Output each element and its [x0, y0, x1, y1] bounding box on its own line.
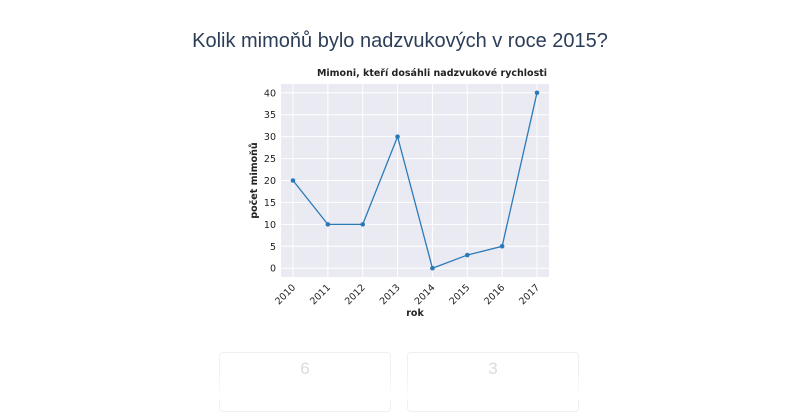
data-point [464, 252, 470, 258]
data-point [290, 178, 296, 183]
x-axis-label: rok [406, 308, 424, 319]
y-tick-label: 20 [264, 176, 276, 187]
x-tick-labels: 2010 2011 2012 2013 2014 2015 2016 2017 [273, 282, 542, 307]
y-tick-label: 30 [264, 132, 276, 143]
y-tick-label: 0 [270, 264, 276, 275]
answer-option-2[interactable]: 3 [407, 352, 579, 412]
data-point [430, 265, 435, 271]
data-points [290, 90, 540, 271]
y-axis-label: počet mimoňů [249, 142, 260, 218]
y-tick-labels: 0 5 10 15 20 25 30 35 40 [264, 88, 276, 274]
y-tick-label: 40 [264, 88, 276, 99]
chart-svg: Mimoni, kteří dosáhli nadzvukové rychlos… [249, 68, 549, 319]
question-title: Kolik mimoňů bylo nadzvukových v roce 20… [192, 30, 608, 52]
data-point [325, 222, 331, 227]
x-tick-label: 2016 [482, 282, 507, 307]
x-tick-label: 2010 [273, 282, 298, 307]
answer-option-1[interactable]: 6 [219, 352, 391, 412]
y-tick-label: 35 [264, 110, 276, 121]
data-point [360, 222, 366, 227]
x-tick-label: 2011 [308, 282, 333, 307]
answer-options: 6 3 [0, 352, 800, 412]
data-point [499, 243, 505, 249]
data-point [534, 90, 540, 96]
x-tick-label: 2012 [343, 282, 368, 307]
data-point [395, 134, 400, 139]
x-tick-label: 2015 [448, 282, 473, 307]
series-line [292, 92, 538, 270]
x-tick-label: 2013 [378, 282, 403, 307]
line-chart: Mimoni, kteří dosáhli nadzvukové rychlos… [240, 62, 570, 324]
x-tick-label: 2014 [413, 282, 438, 307]
y-tick-label: 25 [264, 154, 276, 165]
y-tick-label: 15 [264, 198, 276, 209]
y-tick-label: 5 [270, 242, 276, 253]
chart-title: Mimoni, kteří dosáhli nadzvukové rychlos… [317, 68, 547, 79]
x-tick-label: 2017 [517, 282, 542, 307]
y-tick-label: 10 [264, 220, 276, 231]
answer-option-label: 3 [488, 359, 498, 378]
answer-option-label: 6 [300, 359, 310, 378]
